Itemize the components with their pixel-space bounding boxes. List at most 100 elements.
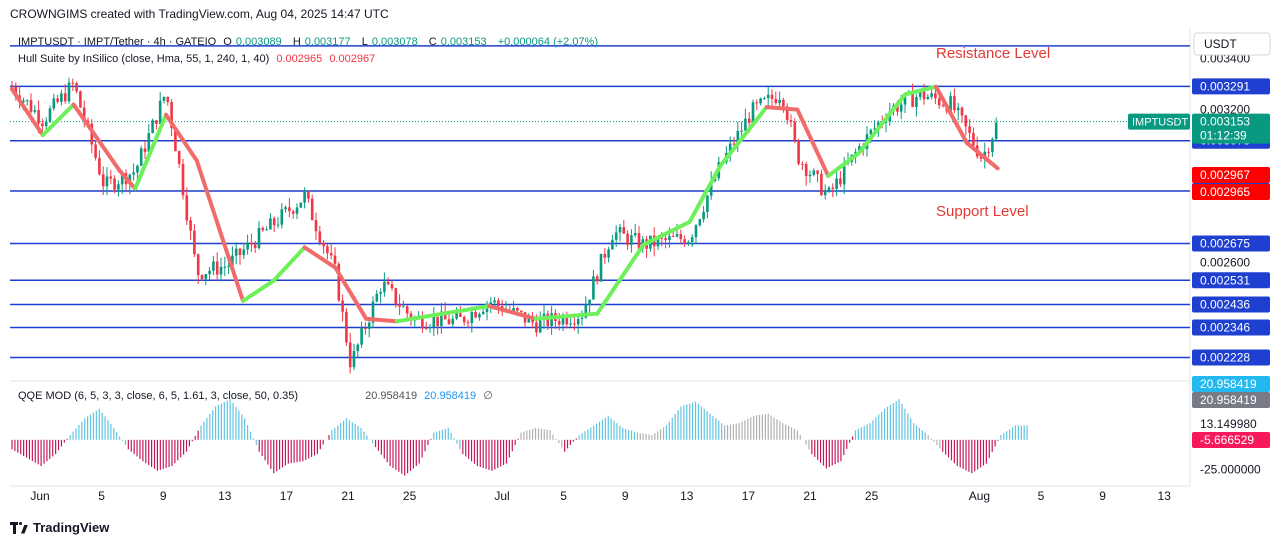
- candle-body: [25, 100, 29, 102]
- candle-body: [307, 192, 310, 199]
- candle-body: [136, 165, 139, 173]
- hull-price-label: 0.002965: [1200, 185, 1250, 199]
- x-tick-label: 9: [622, 489, 629, 503]
- candle-body: [820, 173, 823, 196]
- candle-body: [831, 187, 835, 189]
- candle-body: [371, 301, 375, 323]
- candle-body: [196, 254, 200, 276]
- candle-body: [740, 130, 743, 132]
- x-tick-label: 5: [1038, 489, 1045, 503]
- countdown-label: 01:12:39: [1200, 129, 1247, 143]
- candle-body: [151, 120, 154, 134]
- hull-segment: [687, 163, 723, 224]
- hull-legend[interactable]: Hull Suite by InSilico (close, Hma, 55, …: [18, 53, 379, 65]
- candle-body: [565, 316, 569, 325]
- hull-segment: [826, 150, 861, 178]
- candle-body: [618, 227, 622, 233]
- candle-body: [584, 304, 588, 318]
- candle-body: [706, 195, 709, 212]
- candle-body: [44, 121, 48, 127]
- candle-body: [956, 107, 960, 111]
- currency-label: USDT: [1204, 37, 1237, 51]
- symbol-title[interactable]: IMPTUSDT · IMPT/Tether · 4h · GATEIO: [18, 36, 217, 48]
- candle-body: [246, 242, 249, 250]
- hull-segment: [795, 107, 831, 178]
- hull-segment: [364, 316, 399, 324]
- candle-body: [41, 123, 44, 127]
- level-price-label: 0.002346: [1200, 320, 1250, 334]
- candle-body: [33, 110, 37, 112]
- hull-segment: [395, 304, 492, 324]
- candle-body: [443, 311, 447, 320]
- candle-body: [527, 316, 531, 323]
- candle-body: [174, 128, 177, 152]
- qqe-scale-box: [1192, 392, 1270, 408]
- candle-body: [839, 178, 842, 185]
- candle-body: [656, 237, 660, 247]
- candle-body: [709, 180, 713, 196]
- tradingview-logo-icon: [10, 521, 28, 534]
- candle-body: [212, 261, 215, 271]
- candle-body: [633, 233, 637, 236]
- level-price-label: 0.002228: [1200, 351, 1250, 365]
- candle-body: [668, 236, 671, 241]
- x-tick-label: Jul: [494, 489, 509, 503]
- candle-body: [276, 224, 280, 226]
- candle-body: [56, 98, 59, 102]
- candle-body: [261, 227, 265, 231]
- candle-body: [694, 225, 698, 238]
- qqe-y-tick-label: -25.000000: [1200, 463, 1261, 477]
- hull-segment: [117, 168, 138, 191]
- symbol-tag-box: [1128, 113, 1190, 130]
- level-price-label: 0.002436: [1200, 297, 1250, 311]
- candle-body: [823, 190, 827, 196]
- level-price-box: [1192, 78, 1270, 95]
- candle-body: [573, 323, 576, 325]
- candle-body: [29, 100, 33, 112]
- candle-body: [664, 238, 667, 241]
- candle-body: [782, 99, 785, 107]
- qqe-title[interactable]: QQE MOD (6, 5, 3, 3, close, 6, 5, 1.61, …: [18, 390, 299, 402]
- currency-box: [1193, 32, 1271, 56]
- candle-body: [926, 96, 930, 100]
- candle-body: [911, 91, 914, 107]
- candle-body: [592, 276, 595, 300]
- candle-body: [747, 118, 751, 123]
- candle-body: [424, 328, 428, 330]
- candle-body: [120, 173, 124, 185]
- candle-body: [793, 121, 797, 141]
- x-tick-label: 9: [160, 489, 167, 503]
- candle-body: [79, 91, 82, 108]
- candle-body: [679, 234, 683, 240]
- candle-body: [519, 310, 523, 313]
- candle-body: [177, 151, 181, 164]
- candle-body: [626, 233, 629, 245]
- candle-body: [284, 207, 287, 210]
- candle-body: [162, 97, 166, 101]
- symbol-legend[interactable]: IMPTUSDT · IMPT/Tether · 4h · GATEIO O 0.…: [18, 36, 602, 48]
- x-tick-label: 25: [865, 489, 879, 503]
- candle-body: [322, 242, 325, 247]
- low-value: 0.003078: [371, 36, 418, 48]
- candle-body: [113, 178, 116, 190]
- candle-body: [67, 82, 71, 102]
- hull-segment: [194, 158, 245, 303]
- axes: Jun 5 9 13 17 21 25 Jul 5 9 13 17 21 25 Aug 5 9 130.00340…: [30, 52, 1261, 503]
- qqe-legend[interactable]: QQE MOD (6, 5, 3, 3, close, 6, 5, 1.61, …: [18, 389, 497, 402]
- symbol-tag-label: IMPTUSDT: [1132, 117, 1189, 129]
- candle-body: [215, 261, 219, 275]
- tradingview-logo[interactable]: TradingView: [10, 520, 109, 535]
- x-tick-label: 21: [803, 489, 817, 503]
- qqe-scale-box: [1192, 376, 1270, 392]
- candle-body: [200, 275, 204, 280]
- candle-body: [466, 322, 470, 324]
- candle-body: [858, 146, 861, 152]
- candle-body: [994, 122, 998, 139]
- candle-body: [683, 239, 686, 245]
- candle-body: [732, 143, 736, 145]
- candle-body: [447, 319, 451, 325]
- hull-title[interactable]: Hull Suite by InSilico (close, Hma, 55, …: [18, 53, 270, 65]
- candle-body: [333, 255, 337, 264]
- candle-body: [364, 327, 367, 329]
- hull-segment: [164, 112, 199, 163]
